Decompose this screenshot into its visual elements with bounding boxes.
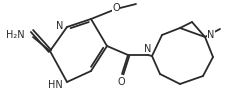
- Text: N: N: [144, 44, 152, 54]
- Text: O: O: [117, 76, 125, 86]
- Text: N: N: [56, 21, 63, 31]
- Text: O: O: [112, 3, 120, 13]
- Text: H₂N: H₂N: [6, 30, 25, 40]
- Text: N: N: [207, 30, 214, 40]
- Text: HN: HN: [48, 79, 63, 89]
